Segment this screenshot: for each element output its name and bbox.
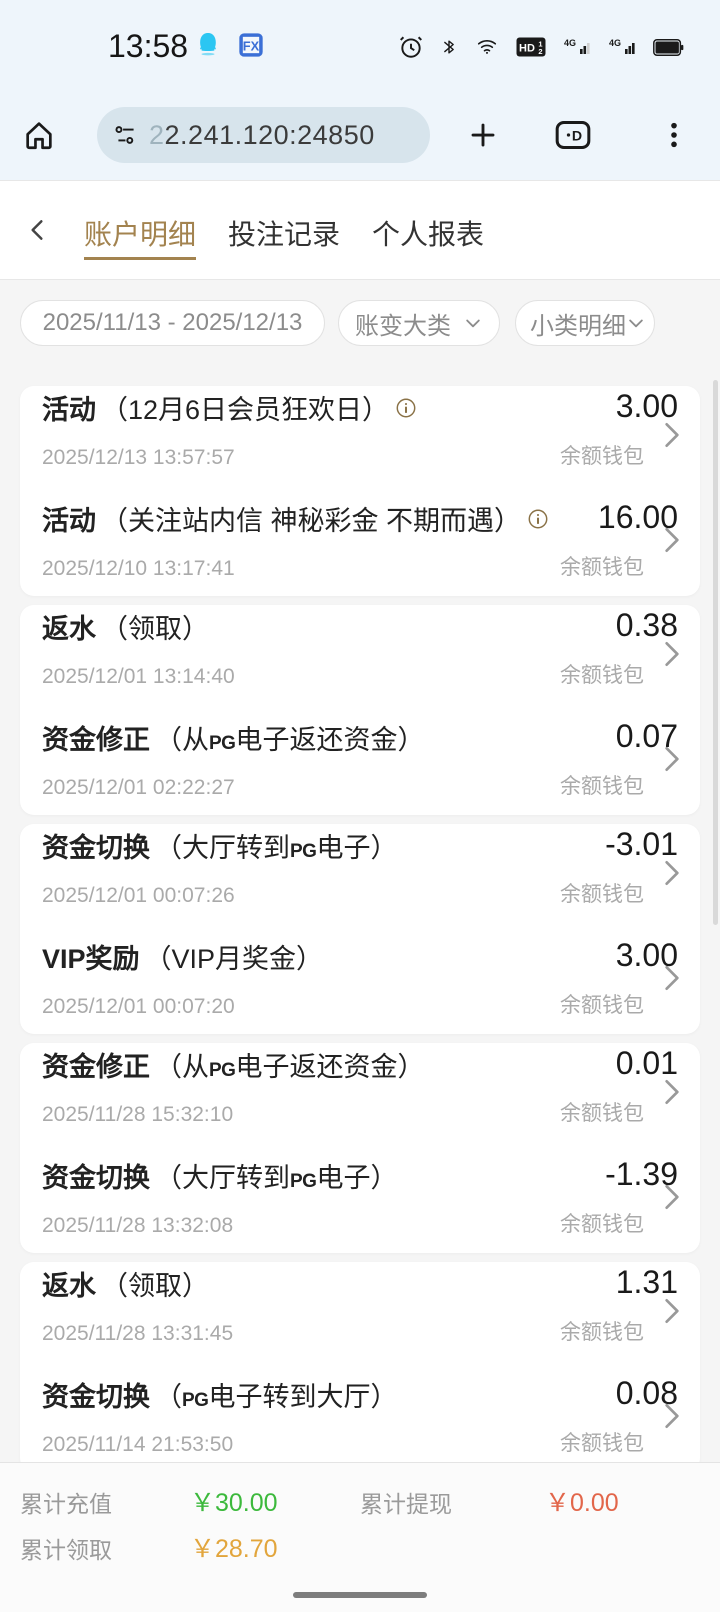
svg-text:D: D xyxy=(572,128,582,144)
svg-text:4G: 4G xyxy=(564,38,576,48)
svg-text:FX: FX xyxy=(243,38,260,53)
svg-text:HD: HD xyxy=(519,43,535,55)
svg-text:4G: 4G xyxy=(609,38,621,48)
svg-text:2: 2 xyxy=(538,47,542,56)
